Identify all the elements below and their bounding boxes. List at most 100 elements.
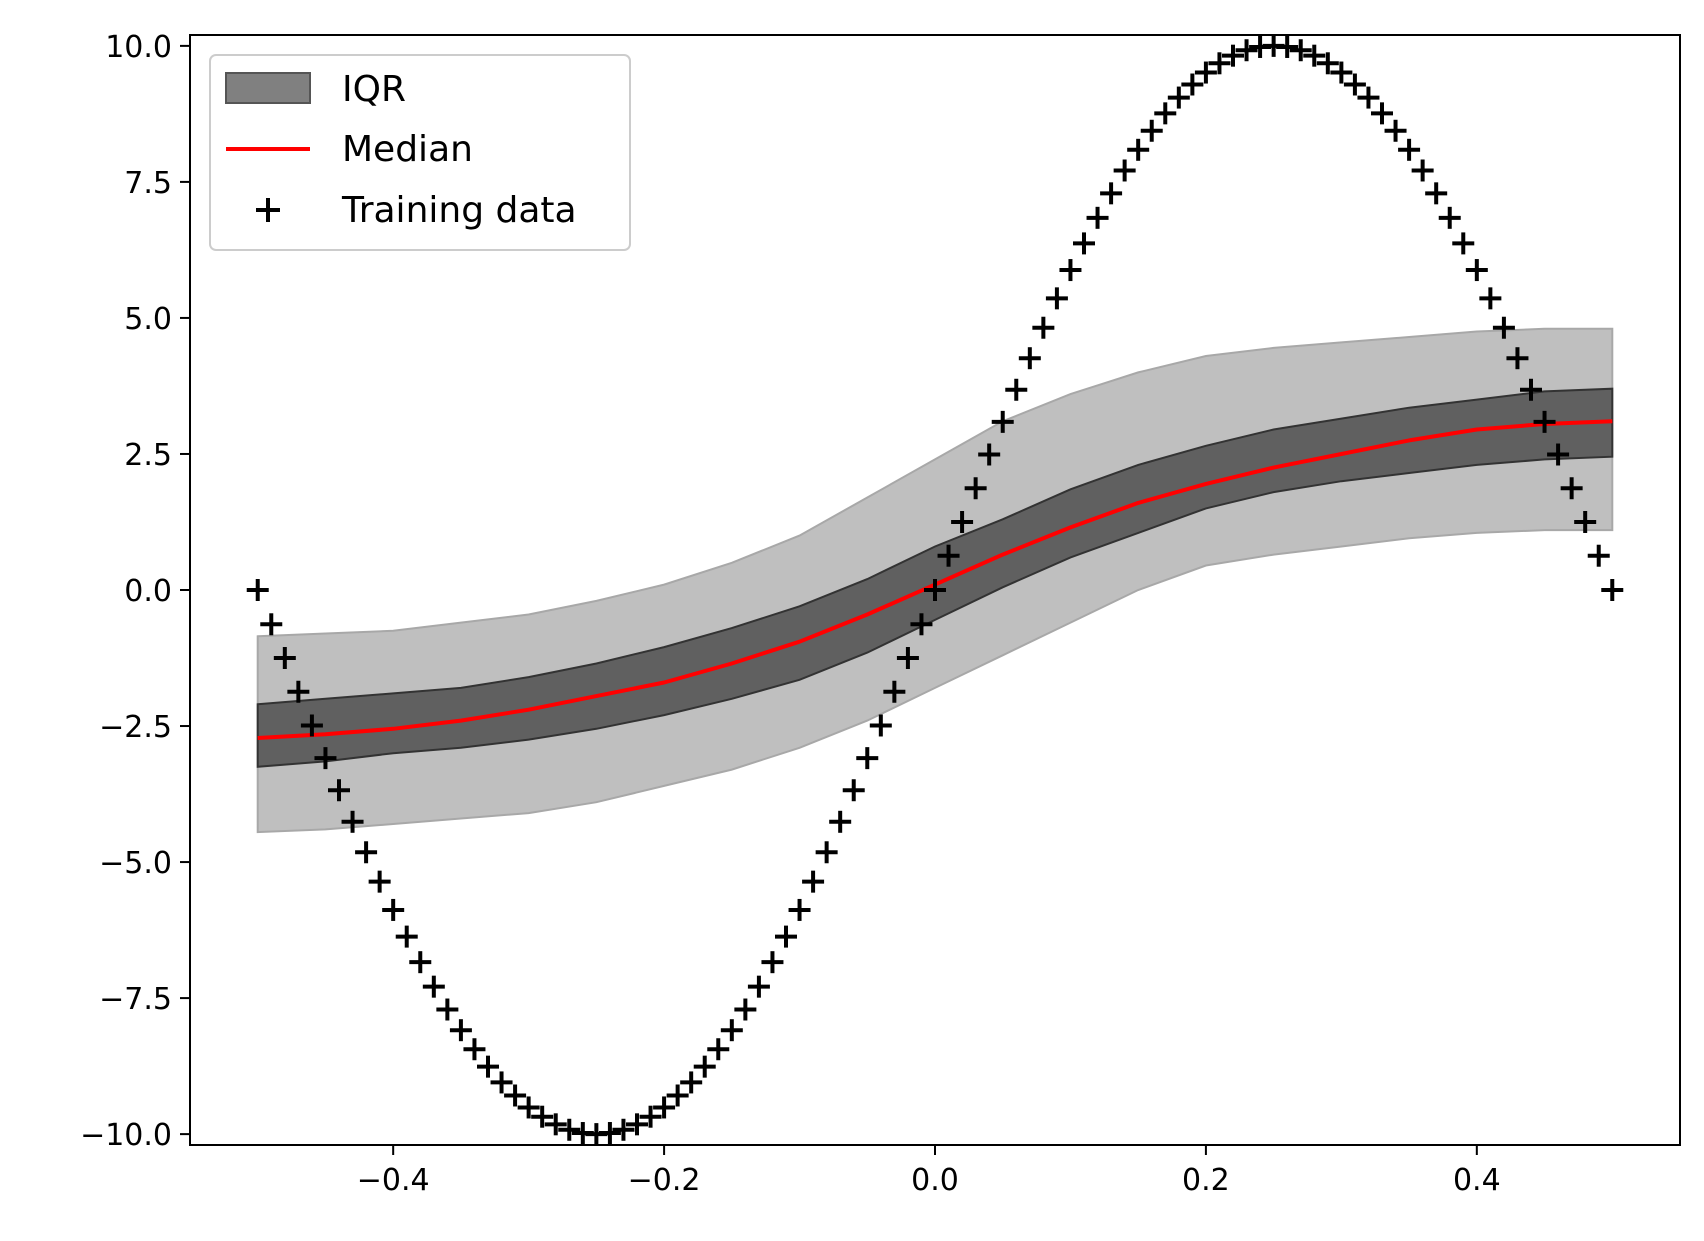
training-point	[1343, 73, 1366, 96]
y-tick-label: −7.5	[99, 982, 172, 1017]
training-point	[693, 1055, 716, 1078]
training-point	[409, 951, 432, 974]
training-point	[802, 870, 825, 893]
training-point	[1208, 52, 1231, 75]
training-point	[734, 998, 757, 1021]
training-point	[964, 477, 987, 500]
training-point	[1371, 102, 1393, 125]
x-tick-label: 0.4	[1453, 1163, 1501, 1198]
training-point	[612, 1118, 635, 1141]
training-point	[490, 1071, 513, 1094]
training-point	[1032, 316, 1055, 339]
plot-area	[246, 34, 1624, 1146]
training-point	[449, 1019, 472, 1042]
training-point	[707, 1038, 730, 1061]
training-point	[368, 870, 391, 893]
training-point	[788, 898, 811, 921]
y-tick-label: 7.5	[124, 166, 172, 201]
legend-iqr-label: IQR	[342, 69, 406, 110]
training-point	[1045, 287, 1068, 310]
y-tick-label: −5.0	[99, 846, 172, 881]
training-point	[558, 1118, 581, 1141]
training-point	[1452, 232, 1475, 255]
training-point	[1289, 39, 1312, 62]
training-point	[1574, 510, 1597, 533]
x-tick-label: −0.2	[628, 1163, 701, 1198]
iqr-band	[256, 387, 1614, 768]
training-point	[869, 714, 892, 737]
training-point	[910, 613, 933, 636]
legend-box	[209, 54, 631, 251]
x-tick-label: −0.4	[357, 1163, 430, 1198]
training-point	[680, 1071, 703, 1094]
training-point	[1140, 119, 1163, 142]
training-point	[395, 925, 418, 948]
training-point	[626, 1113, 648, 1136]
training-point	[666, 1084, 689, 1107]
training-point	[1587, 544, 1610, 567]
training-point	[273, 647, 296, 670]
training-point	[1560, 477, 1583, 500]
training-point	[991, 410, 1014, 433]
training-point	[937, 544, 960, 567]
training-point	[761, 951, 784, 974]
training-point	[260, 613, 283, 636]
y-tick-label: 0.0	[124, 574, 172, 609]
training-point	[1520, 378, 1542, 401]
y-tick-label: 2.5	[124, 438, 172, 473]
training-point	[1357, 86, 1380, 109]
training-point	[1235, 39, 1258, 62]
training-point	[1005, 378, 1028, 401]
training-point	[504, 1084, 527, 1107]
training-point	[341, 810, 364, 833]
training-point	[720, 1019, 743, 1042]
training-point	[355, 841, 378, 864]
training-point	[1533, 410, 1556, 433]
training-point	[1398, 138, 1421, 161]
training-point	[1492, 316, 1515, 339]
training-point	[1506, 347, 1529, 370]
legend: IQR Median Training data	[209, 54, 631, 251]
training-point	[1547, 443, 1570, 466]
training-point	[1100, 182, 1123, 205]
y-tick-label: 10.0	[105, 30, 172, 65]
training-point	[883, 680, 906, 703]
training-point	[1059, 259, 1082, 282]
training-point	[829, 810, 852, 833]
training-point	[422, 975, 445, 998]
training-point	[1303, 44, 1326, 67]
training-point	[328, 779, 350, 802]
legend-iqr-swatch	[225, 72, 311, 104]
training-point	[1127, 138, 1150, 161]
training-point	[287, 680, 310, 703]
training-point	[951, 510, 974, 533]
training-point	[1276, 35, 1299, 58]
legend-training-label: Training data	[341, 190, 577, 231]
training-point	[1425, 182, 1448, 205]
training-point	[246, 579, 269, 601]
training-point	[1411, 159, 1434, 182]
training-point	[1465, 259, 1488, 282]
training-point	[747, 975, 770, 998]
training-point	[463, 1038, 486, 1061]
training-point	[1181, 73, 1204, 96]
training-point	[544, 1113, 567, 1136]
training-point	[1154, 102, 1177, 125]
legend-median-label: Median	[342, 129, 473, 170]
training-point	[436, 998, 459, 1021]
training-point	[1601, 579, 1624, 601]
x-tick-label: 0.0	[911, 1163, 959, 1198]
training-point	[1330, 61, 1353, 84]
training-point	[1113, 159, 1136, 182]
training-point	[978, 443, 1001, 466]
training-point	[1086, 206, 1109, 229]
training-point	[531, 1105, 554, 1128]
training-point	[1438, 206, 1461, 229]
training-point	[896, 647, 919, 670]
training-point	[1018, 347, 1041, 370]
training-point	[598, 1122, 621, 1145]
training-point	[382, 898, 405, 921]
training-point	[653, 1096, 676, 1119]
training-point	[856, 747, 879, 770]
